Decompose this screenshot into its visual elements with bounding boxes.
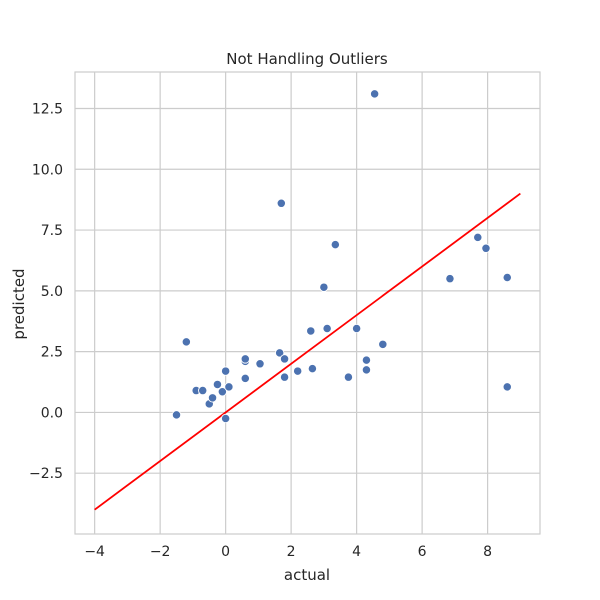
- data-point: [279, 354, 290, 364]
- data-point: [378, 339, 388, 349]
- y-tick-labels: −2.5 0.0 2.5 5.0 7.5 10.0 12.5: [29, 101, 63, 482]
- data-point: [224, 382, 234, 392]
- y-tick-label: 0.0: [41, 405, 63, 421]
- data-point: [181, 337, 191, 347]
- data-point: [293, 366, 303, 376]
- plot-border: [74, 71, 541, 535]
- x-tick-label: 6: [418, 544, 427, 560]
- x-tick-label: 8: [483, 544, 492, 560]
- data-point: [171, 410, 182, 420]
- data-point: [276, 198, 286, 208]
- y-tick-label: 10.0: [32, 162, 63, 178]
- plot-frame: [74, 71, 541, 535]
- line-layer: [94, 192, 521, 511]
- x-tick-labels: −4 −2 0 2 4 6 8: [84, 544, 492, 560]
- grid-layer: [75, 72, 540, 534]
- data-point: [255, 359, 265, 369]
- reference-line: [94, 192, 521, 511]
- data-point: [279, 372, 290, 382]
- data-point: [220, 413, 231, 424]
- data-point: [306, 326, 316, 336]
- data-point: [473, 232, 483, 242]
- x-axis-label: actual: [284, 566, 330, 584]
- data-point: [481, 243, 491, 253]
- y-tick-label: −2.5: [29, 466, 63, 482]
- data-point: [369, 89, 380, 99]
- data-point: [322, 323, 332, 334]
- data-point: [319, 282, 329, 292]
- data-point: [343, 372, 354, 382]
- data-point: [307, 364, 318, 374]
- data-point: [198, 385, 208, 396]
- chart-title: Not Handling Outliers: [226, 50, 388, 68]
- x-tick-label: 0: [221, 544, 230, 560]
- data-point: [240, 373, 250, 384]
- data-point: [361, 355, 372, 365]
- data-point: [217, 387, 228, 397]
- data-point: [212, 379, 223, 390]
- data-point: [330, 239, 340, 250]
- data-point: [240, 354, 250, 364]
- data-point: [502, 382, 512, 392]
- data-point: [361, 365, 372, 375]
- x-tick-label: −2: [150, 544, 171, 560]
- x-tick-label: −4: [84, 544, 105, 560]
- data-point: [207, 393, 218, 403]
- y-tick-label: 7.5: [41, 223, 63, 239]
- y-tick-label: 5.0: [41, 284, 63, 300]
- data-point: [445, 274, 455, 284]
- data-point: [275, 348, 285, 358]
- x-tick-label: 4: [352, 544, 361, 560]
- y-tick-label: 12.5: [32, 101, 63, 117]
- data-point: [502, 272, 512, 283]
- y-axis-label: predicted: [10, 268, 28, 339]
- y-tick-label: 2.5: [41, 345, 63, 361]
- x-tick-label: 2: [287, 544, 296, 560]
- data-point: [220, 366, 231, 376]
- point-layer: [171, 89, 512, 424]
- data-point: [351, 323, 362, 334]
